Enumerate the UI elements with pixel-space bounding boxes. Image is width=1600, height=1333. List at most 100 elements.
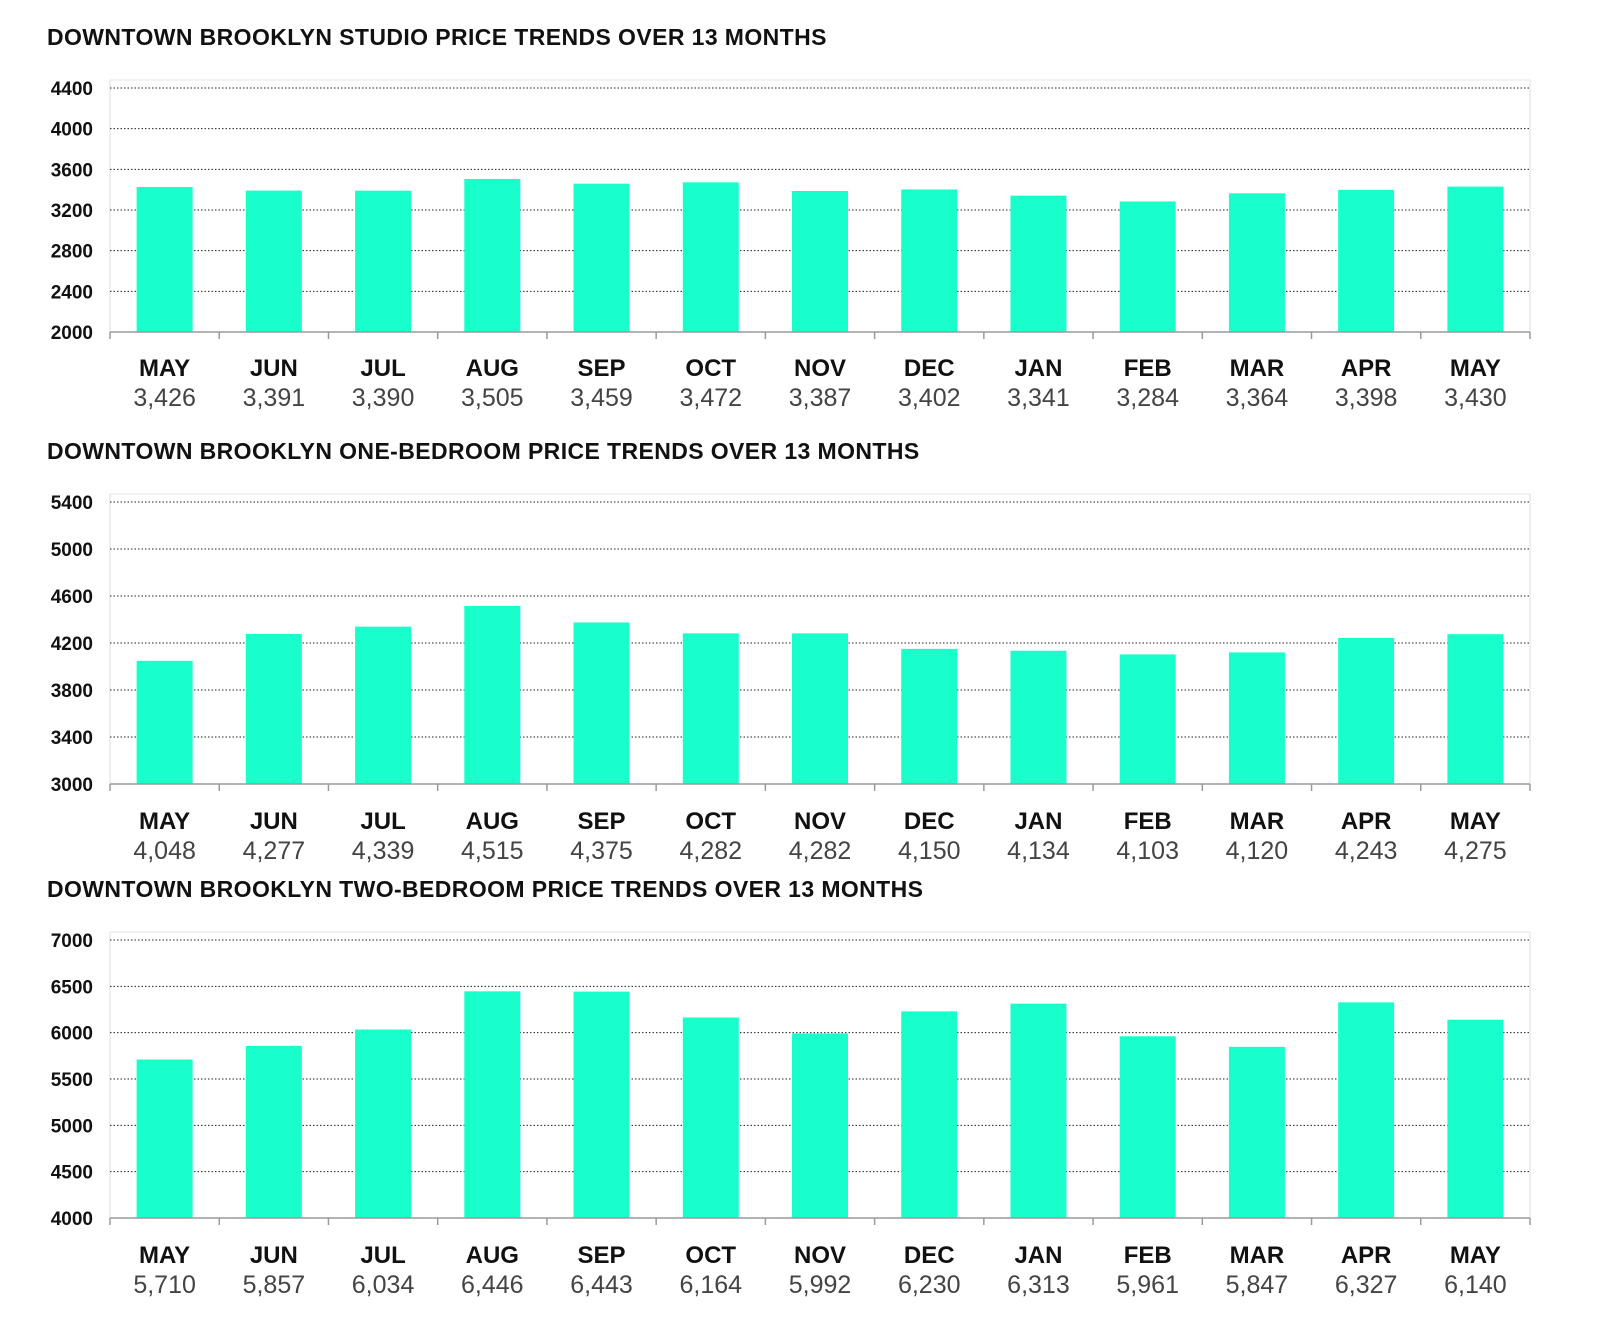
bar-value-label: 3,390 bbox=[352, 384, 415, 412]
bar bbox=[1228, 1046, 1285, 1218]
bar-value-label: 3,426 bbox=[133, 384, 196, 412]
bar-value-label: 5,857 bbox=[243, 1271, 306, 1299]
y-tick-label: 5000 bbox=[51, 540, 93, 561]
bar bbox=[1338, 637, 1395, 784]
x-category-label: NOV bbox=[794, 355, 846, 382]
bar-value-label: 6,140 bbox=[1444, 1271, 1507, 1299]
x-category-label: JUL bbox=[360, 1242, 405, 1269]
bar bbox=[1447, 186, 1504, 332]
bar bbox=[1228, 193, 1285, 332]
bar-value-label: 4,282 bbox=[789, 837, 852, 865]
x-category-label: SEP bbox=[578, 1242, 626, 1269]
bar-value-label: 4,048 bbox=[133, 837, 196, 865]
x-category-label: MAY bbox=[1450, 355, 1501, 382]
y-tick-label: 2800 bbox=[51, 242, 93, 263]
y-tick-label: 5000 bbox=[51, 1116, 93, 1137]
bar-value-label: 4,134 bbox=[1007, 837, 1070, 865]
y-tick-label: 4500 bbox=[51, 1163, 93, 1184]
x-category-label: NOV bbox=[794, 808, 846, 835]
bar-value-label: 5,847 bbox=[1226, 1271, 1289, 1299]
x-category-label: MAY bbox=[1450, 808, 1501, 835]
y-tick-label: 4400 bbox=[51, 79, 93, 100]
bar bbox=[136, 1059, 193, 1218]
bar bbox=[1447, 634, 1504, 784]
y-tick-label: 5500 bbox=[51, 1070, 93, 1091]
bar bbox=[901, 189, 958, 332]
y-tick-label: 3800 bbox=[51, 681, 93, 702]
studio-bar-chart: 2000240028003200360040004400MAY3,426JUN3… bbox=[51, 79, 1531, 412]
bar-value-label: 3,430 bbox=[1444, 384, 1507, 412]
two-bedroom-bar-chart: 4000450050005500600065007000MAY5,710JUN5… bbox=[51, 931, 1531, 1299]
bar bbox=[464, 605, 521, 784]
y-tick-label: 3400 bbox=[51, 728, 93, 749]
x-category-label: DEC bbox=[904, 355, 955, 382]
bar bbox=[1010, 650, 1067, 784]
bar bbox=[573, 622, 630, 784]
y-tick-label: 5400 bbox=[51, 493, 93, 514]
y-tick-label: 7000 bbox=[51, 931, 93, 952]
x-category-label: JAN bbox=[1014, 1242, 1062, 1269]
bar bbox=[1338, 189, 1395, 332]
x-category-label: JAN bbox=[1014, 355, 1062, 382]
bar bbox=[1338, 1002, 1395, 1218]
bar bbox=[792, 1033, 848, 1218]
bar bbox=[792, 633, 848, 784]
bar bbox=[136, 187, 193, 332]
bar bbox=[1010, 1003, 1067, 1218]
bar-value-label: 3,402 bbox=[898, 384, 961, 412]
bar bbox=[1010, 195, 1067, 332]
x-category-label: AUG bbox=[466, 1242, 519, 1269]
x-category-label: MAR bbox=[1230, 808, 1285, 835]
bar-value-label: 4,339 bbox=[352, 837, 415, 865]
bar bbox=[682, 633, 739, 784]
x-category-label: OCT bbox=[685, 1242, 736, 1269]
x-category-label: JUN bbox=[250, 808, 298, 835]
bar bbox=[355, 626, 412, 784]
chart-title: DOWNTOWN BROOKLYN STUDIO PRICE TRENDS OV… bbox=[47, 24, 827, 50]
bar bbox=[1447, 1019, 1504, 1218]
bar bbox=[1228, 652, 1285, 784]
x-category-label: FEB bbox=[1124, 1242, 1172, 1269]
bar-value-label: 4,282 bbox=[679, 837, 742, 865]
bar-value-label: 4,243 bbox=[1335, 837, 1398, 865]
y-tick-label: 4000 bbox=[51, 120, 93, 141]
x-category-label: FEB bbox=[1124, 808, 1172, 835]
y-tick-label: 4000 bbox=[51, 1209, 93, 1230]
bar-value-label: 3,387 bbox=[789, 384, 852, 412]
bar bbox=[464, 991, 521, 1218]
bar bbox=[682, 182, 739, 332]
bar-value-label: 4,150 bbox=[898, 837, 961, 865]
y-tick-label: 6000 bbox=[51, 1024, 93, 1045]
bar-value-label: 5,710 bbox=[133, 1271, 196, 1299]
y-tick-label: 3000 bbox=[51, 775, 93, 796]
y-tick-label: 4600 bbox=[51, 587, 93, 608]
bar bbox=[136, 660, 193, 784]
y-tick-label: 2000 bbox=[51, 323, 93, 344]
bar-value-label: 6,230 bbox=[898, 1271, 961, 1299]
x-category-label: AUG bbox=[466, 355, 519, 382]
bar-value-label: 6,443 bbox=[570, 1271, 633, 1299]
bar-value-label: 5,961 bbox=[1116, 1271, 1179, 1299]
x-category-label: MAR bbox=[1230, 1242, 1285, 1269]
x-category-label: MAY bbox=[139, 808, 190, 835]
bar-value-label: 4,103 bbox=[1116, 837, 1179, 865]
bar-value-label: 3,364 bbox=[1226, 384, 1289, 412]
x-category-label: NOV bbox=[794, 1242, 846, 1269]
x-category-label: DEC bbox=[904, 808, 955, 835]
y-tick-label: 3600 bbox=[51, 160, 93, 181]
chart-title: DOWNTOWN BROOKLYN TWO-BEDROOM PRICE TREN… bbox=[47, 876, 924, 902]
bar bbox=[355, 1029, 412, 1218]
bar bbox=[1119, 654, 1176, 784]
bar-value-label: 4,275 bbox=[1444, 837, 1507, 865]
bar bbox=[245, 190, 302, 332]
y-tick-label: 3200 bbox=[51, 201, 93, 222]
bar-value-label: 4,120 bbox=[1226, 837, 1289, 865]
bar bbox=[573, 991, 630, 1218]
x-category-label: JUN bbox=[250, 355, 298, 382]
bar bbox=[573, 183, 630, 332]
x-category-label: MAY bbox=[139, 1242, 190, 1269]
x-category-label: SEP bbox=[578, 808, 626, 835]
one-bedroom-bar-chart: 3000340038004200460050005400MAY4,048JUN4… bbox=[51, 493, 1531, 865]
x-category-label: MAY bbox=[1450, 1242, 1501, 1269]
bar-value-label: 6,164 bbox=[679, 1271, 742, 1299]
